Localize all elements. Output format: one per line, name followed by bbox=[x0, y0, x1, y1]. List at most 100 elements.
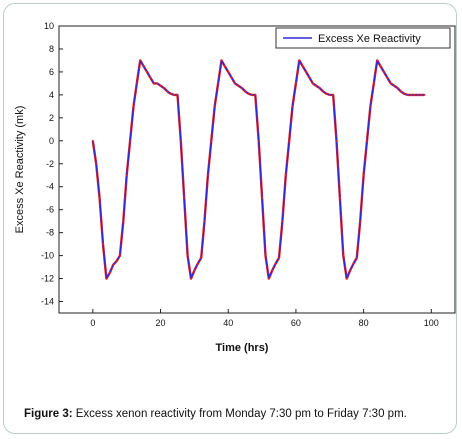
y-tick-label: 2 bbox=[49, 113, 54, 123]
data-point bbox=[389, 82, 392, 85]
x-tick-label: 20 bbox=[156, 318, 166, 328]
legend-label: Excess Xe Reactivity bbox=[318, 33, 421, 45]
data-point bbox=[305, 71, 307, 73]
data-point bbox=[102, 243, 104, 246]
figure-frame: 10 8 6 4 2 0 -2 -4 -6 -8 -10 -12 -14 0 20 40 60 80 100 Time… bbox=[3, 3, 457, 434]
data-point bbox=[311, 82, 314, 85]
y-tick-label: -12 bbox=[41, 274, 54, 284]
series-line-highlight bbox=[91, 59, 425, 280]
data-point bbox=[146, 71, 148, 73]
data-point bbox=[315, 84, 318, 87]
data-point bbox=[122, 220, 125, 223]
data-point bbox=[227, 71, 230, 73]
series-line bbox=[92, 59, 425, 280]
data-point bbox=[125, 174, 128, 177]
data-point bbox=[210, 139, 213, 142]
data-point bbox=[298, 59, 301, 62]
data-point bbox=[119, 254, 121, 257]
data-point bbox=[288, 139, 291, 142]
data-point bbox=[247, 92, 250, 95]
data-point bbox=[267, 277, 270, 280]
data-point bbox=[156, 82, 159, 85]
data-point bbox=[159, 84, 162, 87]
data-point bbox=[98, 197, 101, 200]
data-point bbox=[393, 84, 395, 87]
data-point bbox=[366, 139, 368, 142]
data-point bbox=[254, 93, 257, 96]
y-tick-label: 6 bbox=[49, 67, 54, 77]
data-point bbox=[264, 254, 267, 257]
data-point bbox=[281, 220, 284, 223]
data-point bbox=[332, 93, 335, 96]
data-point bbox=[325, 92, 328, 95]
y-tick-label: -10 bbox=[41, 251, 54, 261]
x-tick-label: 60 bbox=[291, 318, 301, 328]
data-point bbox=[163, 87, 165, 89]
data-point bbox=[396, 87, 399, 89]
caption-label: Figure 3: bbox=[24, 408, 73, 420]
data-point bbox=[278, 256, 280, 259]
data-point bbox=[423, 93, 426, 96]
y-tick-label: -2 bbox=[46, 159, 54, 169]
caption-text: Excess xenon reactivity from Monday 7:30… bbox=[72, 408, 407, 420]
data-point bbox=[105, 277, 108, 280]
data-point bbox=[372, 82, 375, 85]
data-point bbox=[383, 71, 385, 73]
data-point bbox=[112, 263, 115, 266]
data-point bbox=[132, 105, 135, 108]
data-point bbox=[95, 162, 98, 165]
data-point bbox=[379, 65, 382, 68]
data-point bbox=[190, 277, 192, 280]
data-point bbox=[413, 93, 416, 96]
data-point bbox=[359, 220, 362, 223]
y-tick-label: 8 bbox=[49, 44, 54, 54]
y-tick-label: 0 bbox=[49, 136, 54, 146]
legend-box bbox=[275, 27, 451, 49]
y-tick-label: -6 bbox=[46, 205, 54, 215]
data-point bbox=[328, 93, 331, 96]
data-point bbox=[403, 92, 406, 95]
data-point bbox=[142, 65, 145, 68]
data-point bbox=[362, 174, 365, 177]
data-point bbox=[257, 139, 260, 142]
figure-caption: Figure 3: Excess xenon reactivity from M… bbox=[24, 408, 454, 420]
data-point bbox=[406, 93, 409, 96]
data-point bbox=[237, 84, 240, 87]
x-tick-label: 40 bbox=[223, 318, 233, 328]
data-point bbox=[352, 262, 355, 265]
data-point bbox=[115, 260, 118, 263]
data-point bbox=[339, 197, 341, 200]
data-point bbox=[196, 262, 199, 265]
data-point bbox=[183, 197, 186, 200]
data-point bbox=[251, 93, 253, 96]
data-point bbox=[274, 262, 277, 265]
y-tick-label: -14 bbox=[41, 297, 54, 307]
data-point bbox=[139, 59, 142, 62]
y-tick-label: -4 bbox=[46, 182, 54, 192]
data-point bbox=[399, 90, 402, 93]
data-point bbox=[318, 87, 321, 89]
x-tick-label: 0 bbox=[90, 318, 95, 328]
data-point bbox=[308, 76, 311, 79]
y-axis-title: Excess Xe Reactivity (mk) bbox=[14, 106, 26, 234]
y-tick-label: 4 bbox=[49, 90, 54, 100]
x-tick-label: 100 bbox=[424, 318, 439, 328]
data-point bbox=[349, 269, 351, 272]
data-point bbox=[410, 93, 412, 96]
data-point bbox=[213, 105, 216, 108]
data-point bbox=[169, 92, 172, 95]
data-point bbox=[129, 139, 131, 142]
data-point bbox=[223, 65, 226, 68]
data-point bbox=[176, 93, 179, 96]
data-point bbox=[203, 220, 206, 223]
data-point bbox=[345, 277, 348, 280]
data-point bbox=[261, 197, 263, 200]
data-point bbox=[322, 90, 324, 93]
data-point bbox=[342, 254, 345, 257]
data-point bbox=[244, 90, 247, 93]
data-point bbox=[386, 76, 389, 79]
data-point bbox=[291, 105, 294, 108]
data-point bbox=[420, 93, 423, 96]
data-point bbox=[230, 76, 233, 79]
